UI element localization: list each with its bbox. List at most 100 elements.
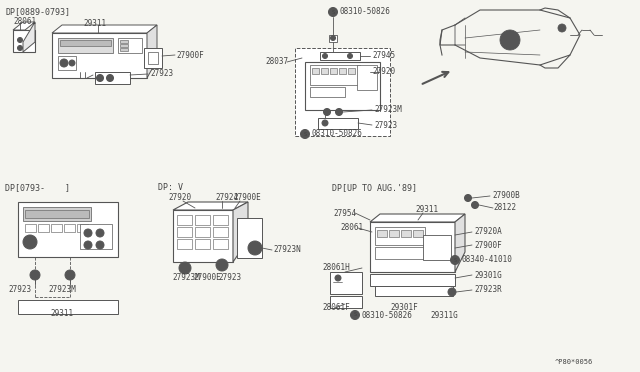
Bar bbox=[423, 235, 451, 260]
Bar bbox=[25, 224, 36, 232]
Circle shape bbox=[17, 38, 22, 42]
Bar bbox=[330, 68, 337, 74]
Text: 28061H: 28061H bbox=[322, 263, 349, 273]
Bar bbox=[295, 48, 390, 136]
Polygon shape bbox=[320, 52, 360, 60]
Text: S: S bbox=[303, 131, 307, 137]
Circle shape bbox=[558, 24, 566, 32]
Bar bbox=[177, 215, 192, 225]
Bar bbox=[330, 296, 362, 308]
Polygon shape bbox=[147, 25, 157, 78]
Polygon shape bbox=[173, 202, 248, 210]
Text: 29311: 29311 bbox=[83, 19, 106, 28]
Bar bbox=[213, 227, 228, 237]
Bar bbox=[120, 40, 128, 43]
Text: 28061F: 28061F bbox=[322, 304, 349, 312]
Circle shape bbox=[84, 241, 92, 249]
Circle shape bbox=[301, 129, 310, 138]
Polygon shape bbox=[52, 25, 157, 33]
Bar bbox=[375, 227, 425, 245]
Polygon shape bbox=[455, 214, 465, 272]
Text: 27923: 27923 bbox=[374, 121, 397, 129]
Text: 27924: 27924 bbox=[215, 193, 238, 202]
Text: DP[UP TO AUG.'89]: DP[UP TO AUG.'89] bbox=[332, 183, 417, 192]
Text: 27900E: 27900E bbox=[233, 193, 260, 202]
Polygon shape bbox=[329, 35, 337, 42]
Bar bbox=[51, 224, 62, 232]
Circle shape bbox=[335, 275, 341, 281]
Text: 08340-41010: 08340-41010 bbox=[461, 256, 512, 264]
Bar bbox=[357, 65, 377, 90]
Bar bbox=[52, 33, 147, 78]
Text: 27954: 27954 bbox=[333, 208, 356, 218]
Bar bbox=[118, 38, 142, 53]
Text: 27923: 27923 bbox=[8, 285, 31, 295]
Bar bbox=[13, 30, 35, 52]
Text: 27900B: 27900B bbox=[492, 192, 520, 201]
Text: 29311: 29311 bbox=[415, 205, 438, 215]
Bar bbox=[330, 272, 362, 294]
Text: 29301F: 29301F bbox=[390, 304, 418, 312]
Circle shape bbox=[60, 59, 68, 67]
Text: 27900F: 27900F bbox=[474, 241, 502, 250]
Bar bbox=[310, 87, 345, 97]
Circle shape bbox=[69, 60, 75, 66]
Bar bbox=[18, 300, 118, 314]
Bar bbox=[23, 207, 91, 221]
Bar bbox=[173, 210, 233, 262]
Circle shape bbox=[330, 35, 335, 41]
Text: 08310-50826: 08310-50826 bbox=[339, 7, 390, 16]
Bar bbox=[148, 52, 158, 64]
Circle shape bbox=[96, 229, 104, 237]
Polygon shape bbox=[13, 22, 35, 30]
Bar bbox=[339, 68, 346, 74]
Bar bbox=[370, 222, 455, 272]
Text: 27923: 27923 bbox=[218, 273, 241, 282]
Bar bbox=[177, 239, 192, 249]
Bar bbox=[348, 68, 355, 74]
Bar bbox=[375, 286, 453, 296]
Bar bbox=[237, 218, 262, 258]
Text: 27945: 27945 bbox=[372, 51, 395, 61]
Circle shape bbox=[219, 262, 225, 268]
Circle shape bbox=[216, 259, 228, 271]
Circle shape bbox=[335, 109, 342, 115]
Circle shape bbox=[17, 45, 22, 51]
Circle shape bbox=[451, 256, 460, 264]
Bar bbox=[213, 239, 228, 249]
Bar bbox=[95, 72, 130, 84]
Bar bbox=[120, 48, 128, 51]
Text: 27900F: 27900F bbox=[176, 51, 204, 60]
Text: 27923: 27923 bbox=[150, 70, 173, 78]
Bar bbox=[377, 230, 387, 237]
Bar bbox=[389, 230, 399, 237]
Bar bbox=[58, 56, 76, 70]
Text: 27923R: 27923R bbox=[474, 285, 502, 295]
Text: 27923N: 27923N bbox=[273, 246, 301, 254]
Text: 08310-50826: 08310-50826 bbox=[361, 311, 412, 320]
Bar bbox=[213, 215, 228, 225]
Bar bbox=[18, 202, 118, 257]
Text: DP[0793-    ]: DP[0793- ] bbox=[5, 183, 70, 192]
Circle shape bbox=[465, 195, 472, 202]
Circle shape bbox=[323, 109, 330, 115]
Text: 27920A: 27920A bbox=[474, 228, 502, 237]
Circle shape bbox=[348, 54, 353, 58]
Bar bbox=[318, 118, 358, 129]
Text: DP: V: DP: V bbox=[158, 183, 183, 192]
Circle shape bbox=[97, 74, 104, 81]
Circle shape bbox=[448, 288, 456, 296]
Text: 29311G: 29311G bbox=[430, 311, 458, 320]
Circle shape bbox=[252, 245, 258, 251]
Circle shape bbox=[182, 265, 188, 271]
Text: 27923M: 27923M bbox=[48, 285, 76, 295]
Bar bbox=[144, 48, 162, 68]
Polygon shape bbox=[23, 22, 35, 52]
Circle shape bbox=[305, 58, 309, 62]
Text: 27920: 27920 bbox=[168, 193, 191, 202]
Bar bbox=[58, 38, 113, 53]
Circle shape bbox=[248, 241, 262, 255]
Text: S: S bbox=[453, 257, 456, 263]
Bar bbox=[64, 224, 75, 232]
Bar bbox=[195, 227, 210, 237]
